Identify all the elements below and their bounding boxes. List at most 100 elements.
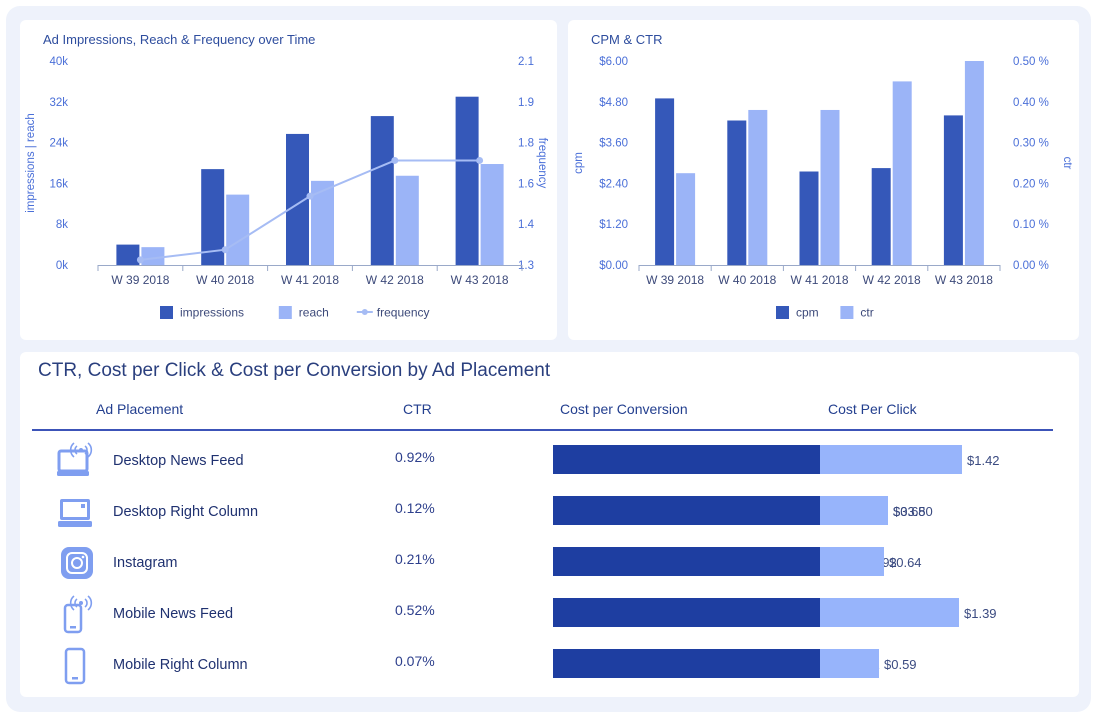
y-tick-label: 40k: [49, 56, 68, 68]
cost-per-conversion-label: $33.50: [893, 504, 933, 519]
x-tick-label: W 40 2018: [196, 273, 254, 287]
cost-per-click-bar: [820, 496, 888, 525]
legend-swatch-frequency: [361, 309, 368, 315]
x-tick-label: W 41 2018: [790, 273, 848, 287]
desktop-icon: [56, 493, 96, 533]
bar-impressions: [286, 133, 309, 265]
y-tick-label: 0k: [56, 260, 68, 272]
y-axis-title: cpm: [573, 152, 585, 174]
bar-impressions: [370, 116, 394, 265]
x-tick-label: W 43 2018: [451, 273, 509, 287]
placement-name: Desktop Right Column: [113, 504, 259, 520]
bar-reach: [141, 247, 165, 265]
y-axis-title: impressions | reach: [25, 113, 37, 213]
y2-tick-label: 1.4: [518, 219, 535, 231]
col-header-ad-placement: Ad Placement: [96, 401, 184, 417]
mobile-broadcast-icon: [56, 595, 96, 635]
cost-per-click-label: $1.39: [964, 606, 997, 621]
bar-reach: [395, 175, 419, 265]
bar-reach: [226, 194, 250, 265]
bar-ctr: [892, 81, 912, 266]
bar-cpm: [655, 98, 675, 266]
x-tick-label: W 41 2018: [281, 273, 339, 287]
ctr-value: 0.21%: [395, 551, 435, 567]
mobile-icon: [56, 646, 96, 686]
legend-swatch-reach: [278, 306, 292, 319]
cost-per-conversion-bar: [553, 598, 873, 627]
bar-cpm: [871, 168, 891, 265]
ctr-value: 0.92%: [395, 449, 435, 465]
cpm-ctr-chart: $0.00 $1.20 $2.40 $3.60 $4.80 $6.00 0.00 % 0.10…: [573, 56, 1073, 320]
legend-label-reach: reach: [299, 306, 329, 320]
y2-tick-label: 1.6: [518, 178, 534, 190]
y2-axis-title: ctr: [1061, 157, 1073, 170]
line-frequency: [140, 159, 480, 261]
placement-name: Mobile News Feed: [113, 606, 234, 622]
y-tick-label: 8k: [56, 219, 68, 231]
bar-ctr: [748, 109, 768, 266]
chart-title: Ad Impressions, Reach & Frequency over T…: [43, 32, 316, 47]
bar-ctr: [676, 173, 696, 265]
chart-title: CPM & CTR: [591, 32, 663, 47]
y2-tick-label: 1.9: [518, 97, 534, 109]
table-title: CTR, Cost per Click & Cost per Conversio…: [38, 360, 551, 381]
ctr-value: 0.07%: [395, 653, 435, 669]
legend-label-ctr: ctr: [860, 306, 873, 320]
cost-per-conversion-bar: [553, 649, 835, 678]
y-tick-label: $3.60: [599, 138, 628, 150]
y2-tick-label: 0.30 %: [1013, 138, 1049, 150]
cpm-ctr-panel: CPM & CTR $0.00 $1.20 $2.40 $3.60 $4.80 $6.00…: [568, 20, 1079, 340]
y2-tick-label: 0.40 %: [1013, 97, 1049, 109]
legend-label-impressions: impressions: [180, 306, 244, 320]
legend-label-frequency: frequency: [377, 306, 430, 320]
cost-per-click-label: $1.42: [967, 453, 1000, 468]
legend-swatch-impressions: [160, 306, 173, 319]
col-header-cost-per-click: Cost Per Click: [828, 401, 917, 417]
y2-tick-label: 0.20 %: [1013, 178, 1049, 190]
bar-reach: [311, 180, 334, 265]
y2-tick-label: 1.8: [518, 138, 534, 150]
cost-per-click-label: $0.59: [884, 657, 917, 672]
point-frequency: [136, 256, 144, 264]
bar-impressions: [455, 96, 479, 265]
y-tick-label: 16k: [49, 178, 68, 190]
y2-tick-label: 0.00 %: [1013, 260, 1049, 272]
cost-per-conversion-bar: [553, 445, 840, 474]
ad-placement-table-panel: CTR, Cost per Click & Cost per Conversio…: [20, 352, 1079, 697]
y-tick-label: $1.20: [599, 219, 628, 231]
y2-tick-label: 0.50 %: [1013, 56, 1049, 68]
table-row: Desktop Right Column 0.12% $33.50 $0.68: [20, 487, 1079, 539]
y2-tick-label: 0.10 %: [1013, 219, 1049, 231]
cost-per-click-bar: [820, 649, 879, 678]
x-tick-label: W 42 2018: [863, 273, 921, 287]
header-divider: [32, 429, 1053, 431]
bar-cpm: [799, 171, 819, 265]
x-tick-label: W 43 2018: [935, 273, 993, 287]
point-frequency: [476, 156, 484, 164]
bar-impressions: [116, 244, 140, 265]
cost-per-click-bar: [820, 547, 884, 576]
bar-ctr: [964, 61, 984, 265]
point-frequency: [221, 246, 229, 254]
bar-cpm: [727, 120, 747, 265]
y-tick-label: $4.80: [599, 97, 628, 109]
x-tick-label: W 40 2018: [718, 273, 776, 287]
cost-per-conversion-bar: [553, 547, 852, 576]
ctr-value: 0.52%: [395, 602, 435, 618]
legend-label-cpm: cpm: [796, 306, 819, 320]
col-header-cost-per-conversion: Cost per Conversion: [560, 401, 688, 417]
legend-swatch-ctr: [840, 306, 854, 319]
desktop-broadcast-icon: [56, 442, 96, 482]
y-tick-label: 32k: [49, 97, 68, 109]
y2-axis-title: frequency: [536, 138, 548, 189]
x-tick-label: W 39 2018: [111, 273, 169, 287]
x-tick-label: W 39 2018: [646, 273, 704, 287]
y-tick-label: $6.00: [599, 56, 628, 68]
cost-per-click-label: $0.64: [889, 555, 922, 570]
bar-impressions: [201, 169, 225, 265]
x-tick-label: W 42 2018: [366, 273, 424, 287]
